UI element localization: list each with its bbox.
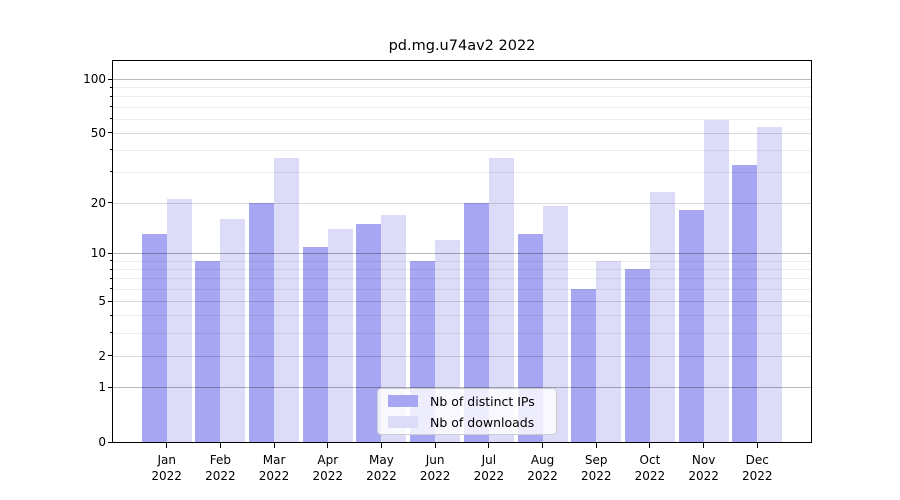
- x-tick-mark-jul: [488, 443, 490, 448]
- y-tick-label-2: 2: [98, 348, 106, 363]
- y-tick-label-5: 5: [98, 294, 106, 309]
- bar-distinct-ips-feb: [195, 260, 221, 442]
- y-minor-tick-mark-3: [110, 332, 113, 334]
- x-tick-mark-jan: [166, 443, 168, 448]
- bar-distinct-ips-mar: [249, 202, 275, 442]
- y-minor-tick-mark-80: [110, 95, 113, 97]
- bar-downloads-jan: [166, 198, 192, 442]
- x-tick-mark-feb: [219, 443, 221, 448]
- y-tick-mark-100: [108, 78, 113, 80]
- bar-downloads-sep: [596, 260, 622, 442]
- y-minor-tick-mark-60: [110, 118, 113, 120]
- y-minor-tick-mark-6: [110, 288, 113, 290]
- bar-downloads-dec: [757, 126, 783, 442]
- x-tick-mark-oct: [649, 443, 651, 448]
- legend-entry-distinct-ips: Nb of distinct IPs: [386, 393, 548, 410]
- x-tick-mark-aug: [542, 443, 544, 448]
- y-tick-mark-2: [108, 355, 113, 357]
- x-tick-label-aug: Aug 2022: [527, 453, 558, 483]
- y-tick-label-10: 10: [90, 246, 106, 261]
- x-tick-label-apr: Apr 2022: [312, 453, 344, 483]
- y-tick-mark-20: [108, 202, 113, 204]
- bar-distinct-ips-dec: [732, 164, 758, 442]
- y-minor-tick-mark-40: [110, 149, 113, 151]
- y-tick-mark-10: [108, 252, 113, 254]
- x-tick-label-jan: Jan 2022: [151, 453, 182, 483]
- x-tick-label-oct: Oct 2022: [634, 453, 666, 483]
- gridline-minor-80: [113, 96, 811, 98]
- x-tick-label-mar: Mar 2022: [258, 453, 290, 483]
- x-tick-label-sep: Sep 2022: [580, 453, 612, 483]
- y-tick-mark-5: [108, 300, 113, 302]
- x-tick-label-jun: Jun 2022: [419, 453, 451, 483]
- bar-distinct-ips-oct: [624, 269, 650, 442]
- gridline-100: [113, 79, 811, 81]
- x-tick-label-may: May 2022: [366, 453, 397, 483]
- y-minor-tick-mark-4: [110, 314, 113, 316]
- y-tick-mark-0: [108, 441, 113, 443]
- y-tick-label-0: 0: [98, 435, 106, 449]
- x-tick-mark-mar: [273, 443, 275, 448]
- y-tick-label-50: 50: [90, 125, 106, 140]
- x-tick-label-dec: Dec 2022: [742, 453, 773, 483]
- y-tick-label-100: 100: [83, 72, 106, 87]
- y-minor-tick-mark-9: [110, 260, 113, 262]
- x-tick-mark-apr: [327, 443, 329, 448]
- bar-downloads-feb: [220, 219, 246, 442]
- y-tick-label-1: 1: [98, 380, 106, 395]
- legend-swatch-downloads: [388, 416, 418, 428]
- legend-label-distinct-ips: Nb of distinct IPs: [430, 393, 535, 409]
- y-minor-tick-mark-70: [110, 106, 113, 108]
- y-minor-tick-mark-7: [110, 277, 113, 279]
- x-tick-mark-jun: [434, 443, 436, 448]
- x-tick-mark-may: [380, 443, 382, 448]
- y-minor-tick-mark-8: [110, 268, 113, 270]
- bar-downloads-oct: [649, 192, 675, 442]
- legend-entry-downloads: Nb of downloads: [386, 414, 548, 431]
- x-tick-label-jul: Jul 2022: [473, 453, 505, 483]
- gridline-minor-90: [113, 87, 811, 89]
- bar-distinct-ips-apr: [302, 246, 328, 442]
- y-tick-mark-50: [108, 132, 113, 134]
- x-tick-mark-nov: [703, 443, 705, 448]
- bar-distinct-ips-jan: [141, 234, 167, 442]
- gridline-minor-70: [113, 106, 811, 108]
- bar-distinct-ips-nov: [678, 210, 704, 442]
- x-tick-mark-dec: [756, 443, 758, 448]
- bar-distinct-ips-sep: [571, 288, 597, 442]
- chart-title: pd.mg.u74av2 2022: [388, 38, 536, 54]
- legend-label-downloads: Nb of downloads: [430, 414, 535, 430]
- x-tick-mark-sep: [595, 443, 597, 448]
- x-tick-label-nov: Nov 2022: [688, 453, 719, 483]
- y-tick-mark-1: [108, 386, 113, 388]
- plot-area: Nb of distinct IPs Nb of downloads: [112, 60, 812, 443]
- bar-downloads-nov: [703, 119, 729, 442]
- y-tick-label-20: 20: [90, 195, 106, 210]
- legend-swatch-distinct-ips: [388, 395, 418, 407]
- x-tick-label-feb: Feb 2022: [205, 453, 236, 483]
- y-minor-tick-mark-90: [110, 86, 113, 88]
- bar-downloads-apr: [327, 229, 353, 442]
- legend: Nb of distinct IPs Nb of downloads: [377, 388, 557, 435]
- y-minor-tick-mark-30: [110, 171, 113, 173]
- bar-downloads-mar: [274, 157, 300, 442]
